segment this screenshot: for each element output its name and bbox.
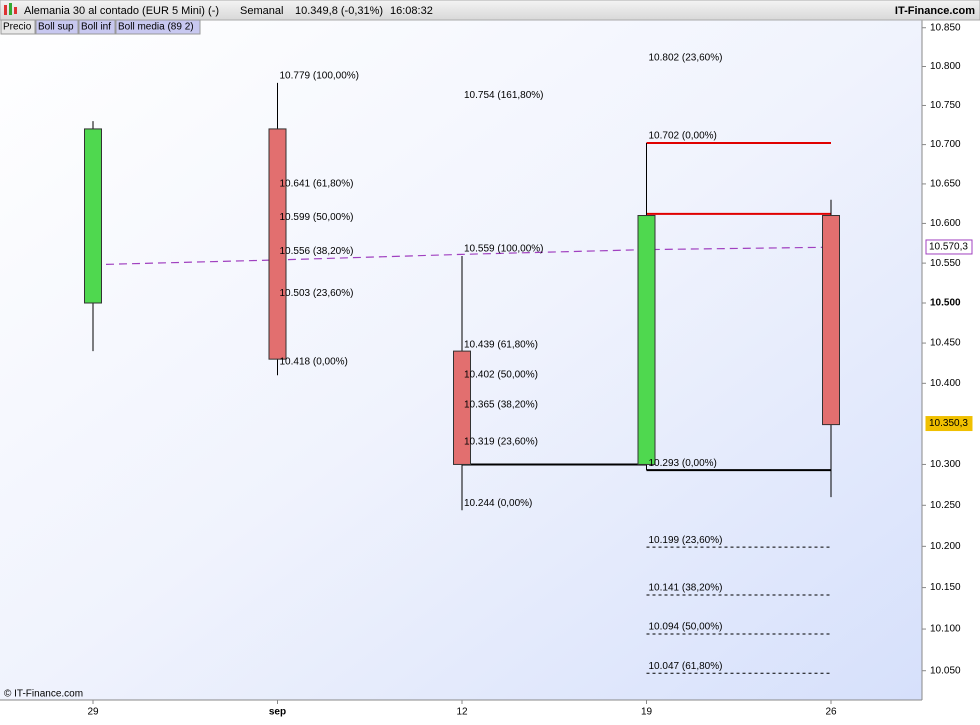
fib-label: 10.293 (0,00%) xyxy=(649,458,717,469)
time: 16:08:32 xyxy=(390,5,433,17)
price-badge xyxy=(925,239,973,255)
fib-label: 10.244 (0,00%) xyxy=(464,498,532,509)
period: Semanal xyxy=(240,5,283,17)
x-tick-label: 12 xyxy=(456,707,468,718)
price: 10.349,8 (-0,31%) xyxy=(295,5,383,17)
y-tick-label: 10.100 xyxy=(930,624,961,635)
price-badge xyxy=(925,416,973,432)
y-tick-label: 10.550 xyxy=(930,258,961,269)
fib-label: 10.418 (0,00%) xyxy=(280,356,348,367)
x-tick-label: 29 xyxy=(87,707,99,718)
x-axis-area xyxy=(0,700,922,720)
candle-body xyxy=(453,350,471,465)
y-tick-label: 10.600 xyxy=(930,218,961,229)
fib-label: 10.439 (61,80%) xyxy=(464,340,538,351)
fib-label: 10.503 (23,60%) xyxy=(280,288,354,299)
legend-button[interactable] xyxy=(115,19,201,35)
fib-label: 10.094 (50,00%) xyxy=(649,622,723,633)
legend-button[interactable] xyxy=(0,19,36,35)
y-tick-label: 10.150 xyxy=(930,582,961,593)
fib-label: 10.559 (100,00%) xyxy=(464,244,544,255)
legend-button[interactable] xyxy=(35,19,79,35)
price-badge-label: 10.570,3 xyxy=(929,242,968,253)
legend-button-label[interactable]: Boll media (89 2) xyxy=(118,22,194,33)
copyright: © IT-Finance.com xyxy=(4,689,83,700)
y-tick-label: 10.750 xyxy=(930,100,961,111)
y-tick-label: 10.250 xyxy=(930,500,961,511)
x-tick-label: 26 xyxy=(825,707,837,718)
brand: IT-Finance.com xyxy=(895,5,975,17)
legend-button-label[interactable]: Boll inf xyxy=(81,22,111,33)
fib-label: 10.556 (38,20%) xyxy=(280,246,354,257)
instrument: Alemania 30 al contado (EUR 5 Mini) (-) xyxy=(24,5,219,17)
y-tick-label: 10.450 xyxy=(930,338,961,349)
bollinger-line xyxy=(92,246,832,266)
legend-button[interactable] xyxy=(78,19,116,35)
fib-label: 10.599 (50,00%) xyxy=(280,212,354,223)
fib-label: 10.402 (50,00%) xyxy=(464,369,538,380)
price-badge-label: 10.350,3 xyxy=(929,418,968,429)
candle-body xyxy=(268,128,287,360)
y-tick-label: 10.050 xyxy=(930,665,961,676)
legend-button-label[interactable]: Boll sup xyxy=(38,22,74,33)
y-tick-label: 10.400 xyxy=(930,378,961,389)
x-tick-label: 19 xyxy=(641,707,653,718)
header-bar xyxy=(0,0,980,21)
y-tick-label: 10.650 xyxy=(930,179,961,190)
y-tick-label: 10.700 xyxy=(930,139,961,150)
fib-label: 10.047 (61,80%) xyxy=(649,661,723,672)
y-tick-label: 10.500 xyxy=(930,298,961,309)
candle-body xyxy=(822,215,840,426)
candle-body xyxy=(84,128,102,304)
y-tick-label: 10.850 xyxy=(930,22,961,33)
y-tick-label: 10.300 xyxy=(930,459,961,470)
fib-label: 10.365 (38,20%) xyxy=(464,399,538,410)
fib-label: 10.702 (0,00%) xyxy=(649,131,717,142)
y-tick-label: 10.200 xyxy=(930,541,961,552)
y-tick-label: 10.800 xyxy=(930,61,961,72)
fib-label: 10.779 (100,00%) xyxy=(280,70,360,81)
y-axis-area xyxy=(922,20,980,720)
x-tick-label: sep xyxy=(269,707,286,718)
fib-label: 10.141 (38,20%) xyxy=(649,583,723,594)
fib-label: 10.754 (161,80%) xyxy=(464,90,544,101)
candle-body xyxy=(637,215,656,465)
fib-label: 10.199 (23,60%) xyxy=(649,535,723,546)
app-icon xyxy=(4,3,17,15)
fib-label: 10.319 (23,60%) xyxy=(464,437,538,448)
fib-label: 10.641 (61,80%) xyxy=(280,179,354,190)
fib-label: 10.802 (23,60%) xyxy=(649,53,723,64)
legend-button-label[interactable]: Precio xyxy=(3,22,32,33)
